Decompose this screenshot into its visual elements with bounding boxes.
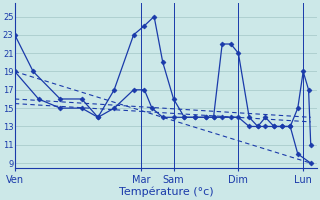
X-axis label: Température (°c): Température (°c): [119, 187, 213, 197]
